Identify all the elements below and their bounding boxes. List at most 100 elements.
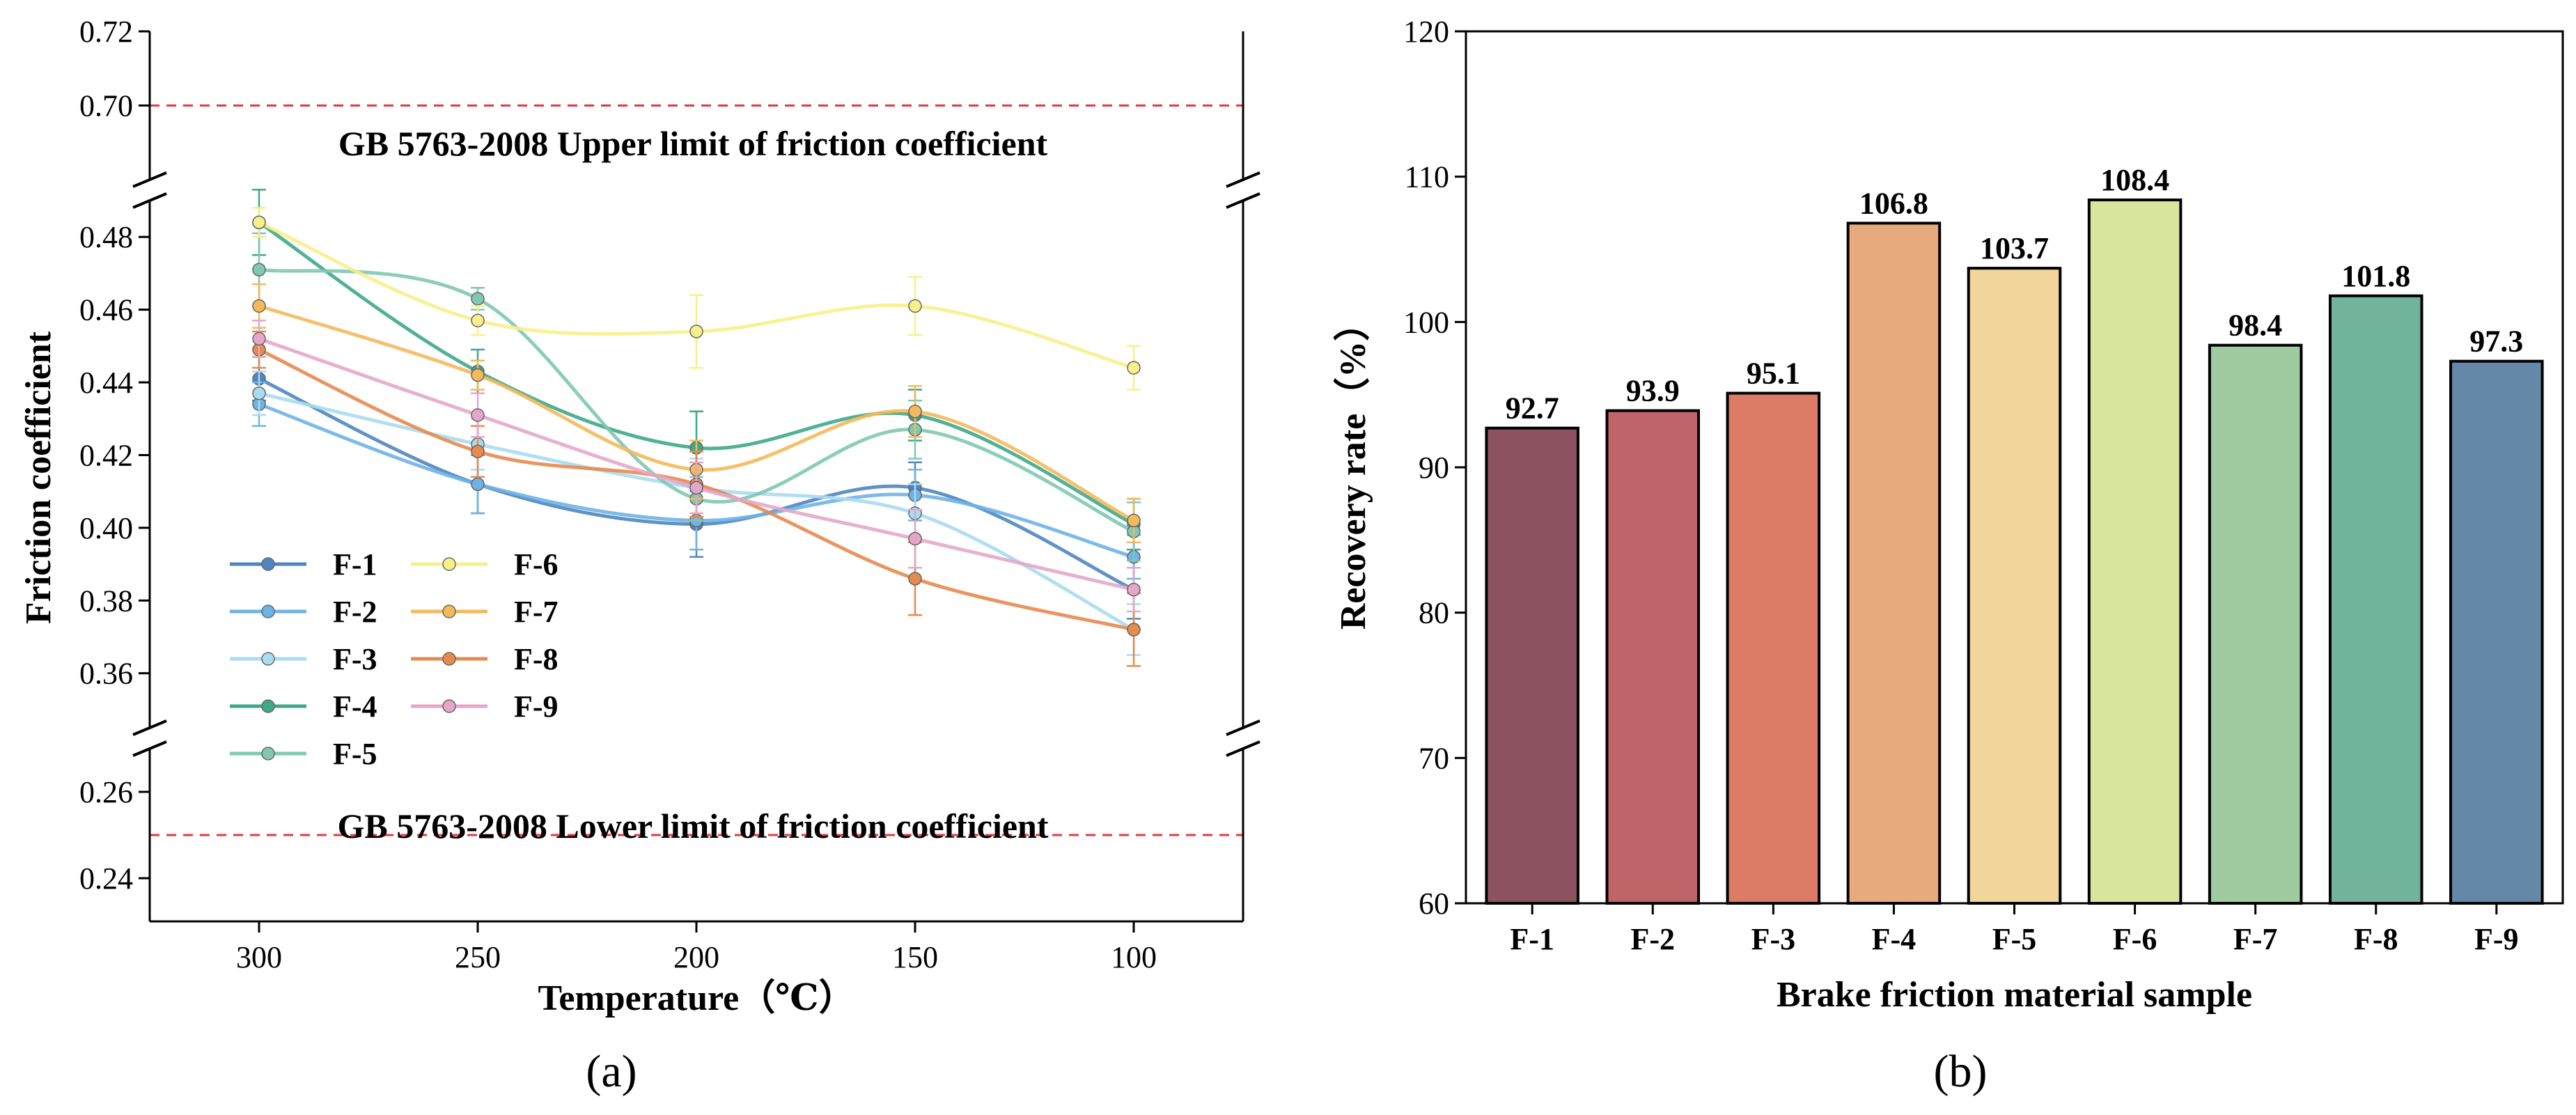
legend-label-F-6: F-6 (514, 547, 559, 582)
x-tick-label: F-1 (1510, 922, 1554, 956)
y-tick-label: 70 (1419, 741, 1449, 775)
bar-F-4 (1846, 221, 1942, 905)
y-tick-label: 80 (1419, 596, 1449, 630)
data-point-F-8 (908, 572, 922, 586)
bar-value-label: 103.7 (1980, 231, 2049, 265)
data-point-F-9 (689, 481, 703, 495)
x-tick-label: F-8 (2354, 922, 2398, 956)
data-point-F-6 (252, 215, 266, 230)
axis-break-mark (1226, 192, 1260, 209)
data-point-F-6 (689, 325, 703, 338)
bar-value-label: 106.8 (1859, 186, 1928, 220)
y-tick-label: 0.72 (79, 15, 133, 49)
y-axis-label: Friction coefficient (19, 331, 58, 624)
x-tick-label: 300 (236, 940, 282, 974)
bar-F-1 (1485, 426, 1579, 905)
y-tick-label: 0.44 (79, 366, 133, 400)
x-axis-label: Brake friction material sample (1777, 975, 2252, 1015)
legend-marker-F-6 (442, 557, 456, 571)
data-point-F-8 (471, 444, 485, 458)
legend-marker-F-4 (261, 699, 275, 713)
y-tick-label: 0.26 (79, 775, 133, 809)
legend-label-F-1: F-1 (333, 547, 377, 582)
legend-marker-F-8 (442, 652, 456, 666)
x-tick-label: F-9 (2474, 922, 2519, 956)
legend-marker-F-9 (442, 699, 456, 713)
bar-value-label: 95.1 (1747, 357, 1800, 391)
y-tick-label: 0.48 (79, 220, 133, 254)
y-tick-label: 0.70 (79, 89, 133, 123)
reference-line-label: GB 5763-2008 Lower limit of friction coe… (337, 806, 1048, 845)
legend-label-F-5: F-5 (333, 737, 377, 771)
bar-value-label: 108.4 (2100, 163, 2169, 197)
panel-a-caption: (a) (586, 1046, 637, 1097)
data-point-F-9 (252, 332, 266, 346)
data-point-F-9 (1127, 582, 1141, 597)
x-tick-label: F-7 (2233, 922, 2278, 956)
panel-a-friction-chart: GB 5763-2008 Upper limit of friction coe… (19, 15, 1260, 1018)
data-point-F-5 (252, 263, 266, 276)
reference-line-label: GB 5763-2008 Upper limit of friction coe… (338, 124, 1048, 163)
bar-F-8 (2328, 294, 2423, 905)
y-tick-label: 0.36 (79, 657, 133, 691)
data-point-F-9 (908, 531, 922, 546)
bar-value-label: 93.9 (1626, 374, 1680, 408)
legend-marker-F-3 (261, 652, 275, 666)
data-point-F-7 (1127, 513, 1141, 528)
panel-b-caption: (b) (1934, 1046, 1988, 1097)
x-tick-label: 250 (455, 940, 501, 974)
data-point-F-6 (471, 313, 485, 328)
legend-marker-F-5 (261, 747, 275, 761)
legend-label-F-3: F-3 (333, 642, 377, 676)
x-tick-label: F-4 (1872, 922, 1917, 956)
y-tick-label: 90 (1419, 451, 1449, 485)
bar-value-label: 98.4 (2228, 309, 2282, 343)
y-tick-label: 0.38 (79, 584, 133, 618)
x-tick-label: F-5 (1992, 922, 2037, 956)
data-point-F-3 (252, 386, 266, 400)
legend-marker-F-7 (442, 605, 456, 618)
legend-label-F-9: F-9 (514, 689, 559, 724)
y-tick-label: 0.24 (79, 861, 133, 896)
x-tick-label: 100 (1111, 940, 1157, 974)
y-tick-label: 0.46 (79, 293, 133, 327)
data-point-F-7 (908, 405, 922, 419)
y-axis-label: Recovery rate（%） (1333, 305, 1373, 630)
legend-label-F-7: F-7 (514, 595, 559, 629)
y-tick-label: 0.42 (79, 438, 133, 472)
data-point-F-8 (1127, 623, 1141, 637)
axis-break-mark (1226, 171, 1260, 188)
bar-F-6 (2087, 198, 2183, 905)
y-tick-label: 0.40 (79, 511, 133, 545)
data-point-F-5 (471, 292, 485, 306)
bar-F-7 (2208, 343, 2303, 905)
axis-break-mark (132, 719, 167, 736)
axis-break-mark (1226, 719, 1260, 736)
data-point-F-6 (908, 299, 922, 313)
x-tick-label: F-6 (2113, 922, 2157, 956)
data-point-F-6 (1127, 361, 1141, 375)
x-tick-label: 150 (892, 940, 938, 974)
y-tick-label: 60 (1419, 887, 1449, 921)
bar-value-label: 97.3 (2469, 325, 2523, 359)
x-tick-label: F-2 (1631, 922, 1676, 956)
y-tick-label: 110 (1405, 160, 1449, 194)
bar-value-label: 92.7 (1506, 391, 1559, 426)
axis-break-mark (132, 740, 167, 757)
axis-break-mark (132, 192, 167, 209)
panel-b-recovery-chart: 60 70 80 90 100 110 120 92.7 F-1 93.9 F-2 95.1 F-3 10… (1333, 15, 2564, 1015)
y-tick-label: 120 (1403, 15, 1449, 49)
x-axis-label: Temperature（℃） (538, 978, 854, 1018)
legend-label-F-4: F-4 (333, 689, 377, 724)
legend-marker-F-2 (261, 605, 275, 618)
bar-F-2 (1605, 409, 1701, 905)
data-point-F-2 (471, 477, 485, 491)
axis-break-mark (1226, 740, 1260, 757)
bar-F-5 (1967, 267, 2062, 905)
data-point-F-9 (471, 408, 485, 422)
bar-F-9 (2449, 359, 2544, 905)
x-tick-label: F-3 (1751, 922, 1796, 956)
x-tick-label: 200 (673, 940, 719, 974)
axis-break-mark (132, 171, 167, 188)
